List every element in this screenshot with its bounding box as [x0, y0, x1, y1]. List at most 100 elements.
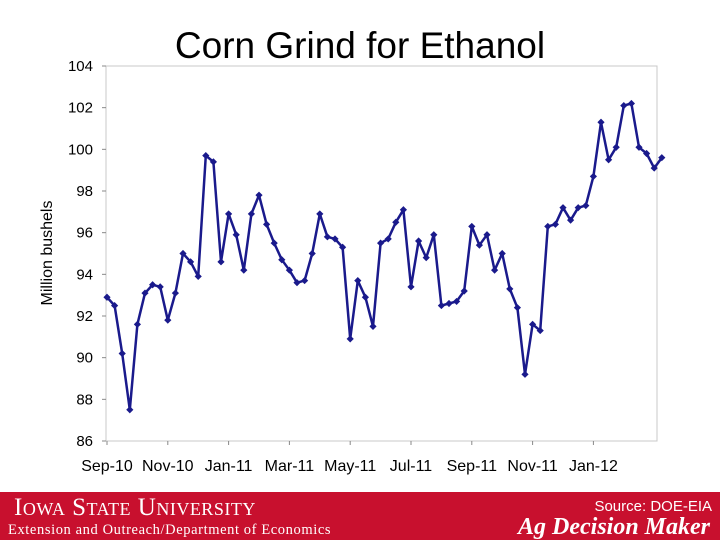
- y-axis-label: Million bushels: [39, 201, 56, 306]
- data-point: [551, 220, 559, 228]
- brand-logo-text: Ag Decision Maker: [518, 514, 710, 540]
- data-point: [141, 289, 149, 297]
- data-point: [650, 164, 658, 172]
- y-tick-label: 96: [76, 225, 93, 242]
- data-point: [643, 149, 651, 158]
- data-point: [339, 243, 347, 251]
- data-point: [384, 235, 392, 243]
- data-point: [118, 349, 126, 358]
- y-tick-label: 104: [68, 58, 93, 75]
- y-tick-label: 100: [68, 141, 93, 158]
- data-point: [278, 256, 286, 264]
- x-tick-label: Sep-11: [447, 458, 498, 475]
- data-point: [506, 285, 514, 293]
- data-point: [635, 143, 643, 151]
- data-point: [521, 370, 529, 378]
- y-tick-label: 92: [76, 308, 93, 325]
- data-point: [111, 301, 119, 310]
- data-point: [529, 320, 537, 328]
- data-point: [445, 299, 453, 308]
- data-point: [126, 406, 134, 414]
- data-point: [491, 266, 499, 274]
- data-point: [247, 210, 255, 218]
- data-point: [658, 154, 666, 162]
- data-point: [582, 201, 590, 210]
- data-point: [285, 266, 293, 274]
- x-tick-label: Jan-11: [205, 458, 253, 475]
- data-point: [346, 335, 354, 343]
- data-point: [627, 99, 635, 108]
- data-point: [293, 279, 301, 287]
- data-point: [567, 216, 575, 224]
- data-point: [133, 320, 141, 328]
- data-point: [377, 239, 385, 247]
- data-point: [308, 249, 316, 258]
- data-point: [430, 231, 438, 239]
- data-point: [354, 276, 362, 285]
- data-point: [217, 258, 225, 266]
- data-point: [620, 101, 628, 110]
- x-tick-label: Mar-11: [265, 458, 315, 475]
- y-tick-label: 86: [76, 433, 93, 450]
- university-wordmark: Iowa State University: [14, 494, 256, 521]
- y-tick-label: 94: [76, 266, 93, 283]
- chart-title: Corn Grind for Ethanol: [174, 25, 546, 66]
- x-tick-label: Nov-10: [142, 458, 194, 475]
- data-point: [392, 218, 400, 226]
- x-tick-label: Nov-11: [507, 458, 557, 475]
- data-point: [498, 249, 506, 258]
- x-tick-label: May-11: [324, 458, 376, 475]
- y-tick-label: 90: [76, 350, 93, 367]
- source-note: Source: DOE-EIA: [594, 498, 712, 515]
- data-point: [597, 118, 605, 126]
- data-point: [612, 143, 620, 151]
- series-layer: [103, 99, 666, 414]
- x-axis: Sep-10 Nov-10 Jan-11 Mar-11 May-11 Jul-11 Sep-…: [81, 441, 618, 475]
- data-point: [209, 158, 217, 166]
- line-chart: 86 88 90 92 94 96 98 100 102 104 Sep-10 Nov-10 Jan-…: [39, 58, 666, 475]
- y-tick-label: 88: [76, 391, 93, 408]
- data-point: [187, 258, 195, 266]
- data-point: [225, 210, 233, 218]
- data-point: [103, 293, 111, 301]
- data-point: [255, 191, 263, 199]
- data-point: [149, 281, 157, 289]
- data-point: [316, 210, 324, 218]
- x-tick-label: Jan-12: [569, 458, 618, 475]
- data-point: [589, 172, 597, 181]
- department-text: Extension and Outreach/Department of Eco…: [8, 522, 332, 538]
- data-point: [460, 287, 468, 295]
- data-point: [361, 293, 369, 301]
- data-point: [544, 222, 552, 231]
- data-point: [301, 276, 309, 285]
- footer-bar: Iowa State University Extension and Outr…: [0, 492, 720, 540]
- data-point: [369, 322, 377, 331]
- data-point: [475, 241, 483, 249]
- y-tick-label: 98: [76, 183, 93, 200]
- plot-area: [105, 65, 658, 442]
- x-tick-label: Jul-11: [390, 458, 432, 475]
- data-point: [513, 304, 521, 312]
- data-point: [156, 283, 164, 291]
- data-point: [179, 249, 187, 258]
- data-point: [323, 233, 331, 241]
- data-point: [202, 151, 210, 160]
- data-point: [483, 231, 491, 239]
- data-point: [399, 206, 407, 214]
- data-point: [270, 239, 278, 247]
- data-point: [415, 237, 423, 245]
- data-point: [559, 204, 567, 212]
- data-point: [331, 235, 339, 243]
- data-point: [194, 272, 202, 281]
- data-point: [240, 266, 248, 274]
- data-point: [171, 289, 179, 297]
- data-point: [422, 254, 430, 262]
- data-point: [437, 301, 445, 310]
- data-point: [536, 326, 544, 335]
- data-point: [468, 222, 476, 231]
- data-point: [164, 316, 172, 324]
- data-point: [232, 231, 240, 239]
- y-tick-label: 102: [68, 100, 93, 117]
- data-point: [605, 156, 613, 164]
- data-point: [407, 283, 415, 291]
